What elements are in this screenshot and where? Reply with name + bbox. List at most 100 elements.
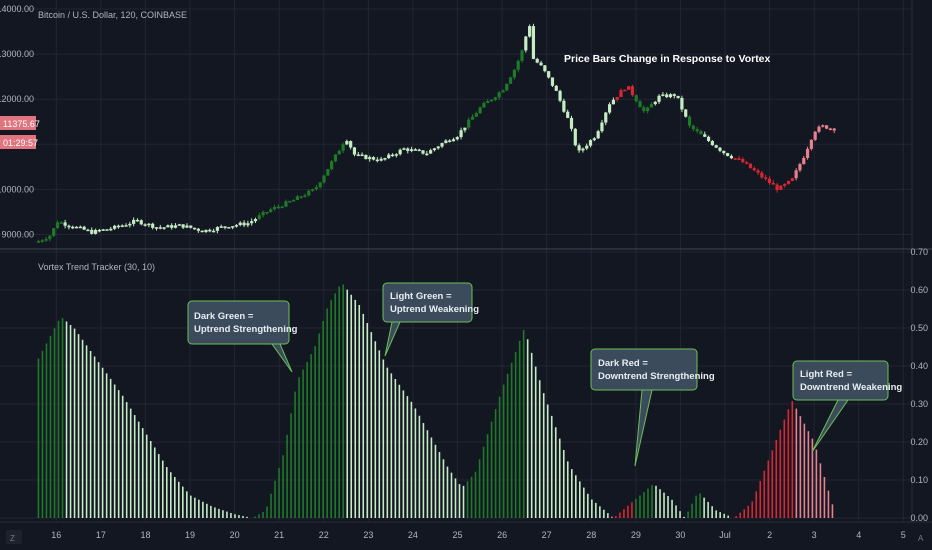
price-candle: [429, 150, 433, 154]
time-axis[interactable]: 16 17 18 19 20 21 22 23 24 25 26 27 28 29 30 Jul 2 3 4 5: [51, 530, 906, 540]
price-candle: [824, 125, 829, 129]
price-candle: [409, 149, 414, 152]
price-candle: [558, 90, 562, 101]
price-candle: [832, 128, 836, 131]
price-candle: [653, 101, 657, 105]
price-candle: [467, 119, 471, 128]
time-tick-label: 24: [408, 530, 418, 540]
price-candle: [550, 77, 555, 86]
price-candle: [299, 196, 303, 198]
price-candle: [569, 117, 574, 129]
time-tick-label: 21: [274, 530, 284, 540]
price-candle: [489, 99, 494, 102]
price-candle: [93, 229, 98, 234]
price-candle: [162, 227, 166, 229]
price-candle: [90, 229, 94, 234]
price-candle: [581, 148, 585, 151]
price-candle: [242, 222, 246, 226]
price-candle: [291, 200, 296, 202]
price-candle: [809, 139, 813, 149]
symbol-title: Bitcoin / U.S. Dollar, 120, COINBASE: [38, 10, 187, 20]
price-candle: [151, 223, 155, 228]
price-candle: [672, 94, 676, 96]
price-candle: [295, 196, 299, 201]
callout-light-green-line1: Light Green =: [390, 291, 452, 302]
price-candle: [204, 229, 208, 233]
price-candle: [706, 136, 711, 141]
price-candle: [128, 223, 132, 226]
price-candle: [505, 83, 509, 91]
price-candle: [722, 150, 726, 154]
price-candle: [691, 125, 695, 130]
price-candle: [455, 137, 459, 140]
callout-dark-green-line1: Dark Green =: [194, 311, 254, 322]
scale-z-button[interactable]: Z: [6, 530, 22, 544]
price-bars[interactable]: [36, 23, 836, 243]
price-candle: [748, 163, 753, 169]
price-candle: [699, 131, 703, 135]
price-candle: [280, 206, 284, 209]
price-candle: [547, 71, 551, 78]
price-candle: [779, 185, 783, 190]
price-candle: [257, 215, 261, 219]
price-candle: [212, 230, 216, 233]
price-candle: [562, 100, 566, 112]
price-candle: [390, 154, 395, 157]
price-candle: [729, 155, 734, 159]
price-candle: [170, 225, 174, 228]
callout-dark-red-line2: Downtrend Strengthening: [598, 371, 715, 382]
price-candle: [756, 170, 760, 173]
price-candle: [726, 153, 730, 156]
price-candle: [657, 95, 661, 102]
price-candle: [790, 178, 794, 181]
vortex-tick-label: 0.30: [910, 399, 928, 409]
vortex-axis[interactable]: 0.00 0.10 0.20 0.30 0.40 0.50 0.60 0.70: [910, 247, 928, 523]
price-candle: [524, 36, 528, 51]
price-candle: [284, 201, 288, 207]
price-candle: [600, 122, 604, 132]
price-candle: [341, 144, 345, 151]
price-candle: [680, 97, 684, 110]
callout-light-red-line2: Downtrend Weakening: [800, 382, 902, 393]
vortex-histogram[interactable]: [37, 284, 834, 518]
callout-dark-red-line1: Dark Red =: [598, 358, 648, 369]
indicator-title: Vortex Trend Tracker (30, 10): [38, 262, 155, 272]
price-candle: [253, 218, 258, 222]
price-tick-label: 9000.00: [1, 229, 34, 239]
time-tick-label: 2: [767, 530, 772, 540]
auto-scale-button[interactable]: A: [918, 534, 924, 543]
price-candle: [227, 227, 231, 229]
price-candle: [383, 158, 387, 160]
price-candle: [36, 241, 41, 243]
price-candle: [486, 101, 490, 104]
price-candle: [451, 139, 456, 142]
price-candle: [566, 111, 570, 118]
price-candle: [74, 226, 79, 229]
price-candle: [166, 225, 170, 228]
price-candle: [371, 157, 376, 160]
price-candle: [592, 138, 596, 141]
price-candle: [459, 130, 463, 138]
price-candle: [607, 104, 612, 113]
callout-light-green: Light Green = Uptrend Weakening: [382, 282, 479, 357]
price-candle: [78, 226, 82, 229]
time-tick-label: 4: [856, 530, 861, 540]
time-tick-label: 27: [542, 530, 552, 540]
price-candle: [364, 154, 368, 160]
price-candle: [448, 140, 452, 143]
price-candle: [200, 230, 204, 233]
price-candle: [703, 134, 707, 137]
price-candle: [619, 90, 623, 97]
price-candle: [695, 129, 699, 132]
vortex-tick-label: 0.70: [910, 247, 928, 257]
price-candle: [474, 113, 478, 117]
price-candle: [379, 158, 383, 161]
vortex-tick-label: 0.50: [910, 323, 928, 333]
price-candle: [173, 225, 178, 228]
price-candle: [48, 235, 52, 240]
price-candle: [356, 154, 360, 157]
price-candle: [783, 184, 787, 186]
price-candle: [223, 226, 227, 228]
price-candle: [113, 225, 117, 229]
